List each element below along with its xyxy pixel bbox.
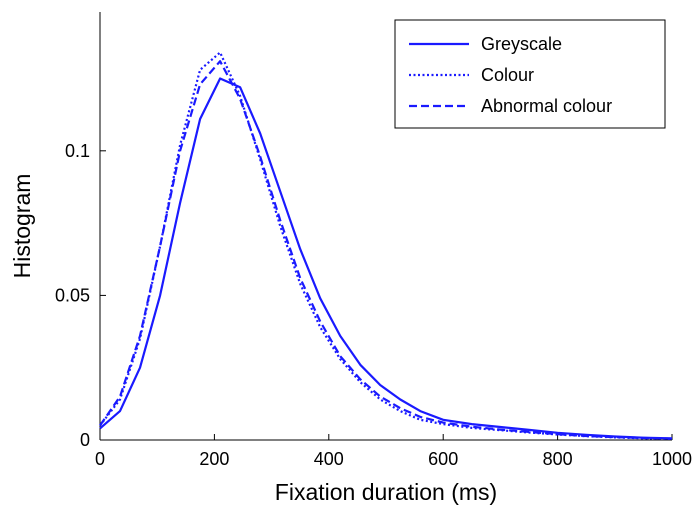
y-tick-label: 0 (80, 430, 90, 450)
x-tick-label: 600 (428, 449, 458, 469)
legend-label: Colour (481, 65, 534, 85)
x-tick-label: 800 (543, 449, 573, 469)
legend-label: Abnormal colour (481, 96, 612, 116)
series-line-solid (99, 77, 673, 440)
x-tick-label: 200 (199, 449, 229, 469)
x-axis-label: Fixation duration (ms) (275, 479, 497, 505)
y-tick-label: 0.1 (65, 141, 90, 161)
series-line-dashed (99, 60, 673, 440)
x-tick-label: 0 (95, 449, 105, 469)
series-lines (99, 51, 673, 440)
y-axis-label: Histogram (9, 174, 35, 279)
legend: Greyscale Colour Abnormal colour (394, 19, 666, 129)
legend-label: Greyscale (481, 34, 562, 54)
axes: 0 200 400 600 800 1000 0 0.05 0.1 Fixation durati… (9, 12, 692, 505)
legend-box (394, 19, 666, 129)
x-tick-label: 400 (314, 449, 344, 469)
x-tick-label: 1000 (652, 449, 692, 469)
y-tick-label: 0.05 (55, 285, 90, 305)
